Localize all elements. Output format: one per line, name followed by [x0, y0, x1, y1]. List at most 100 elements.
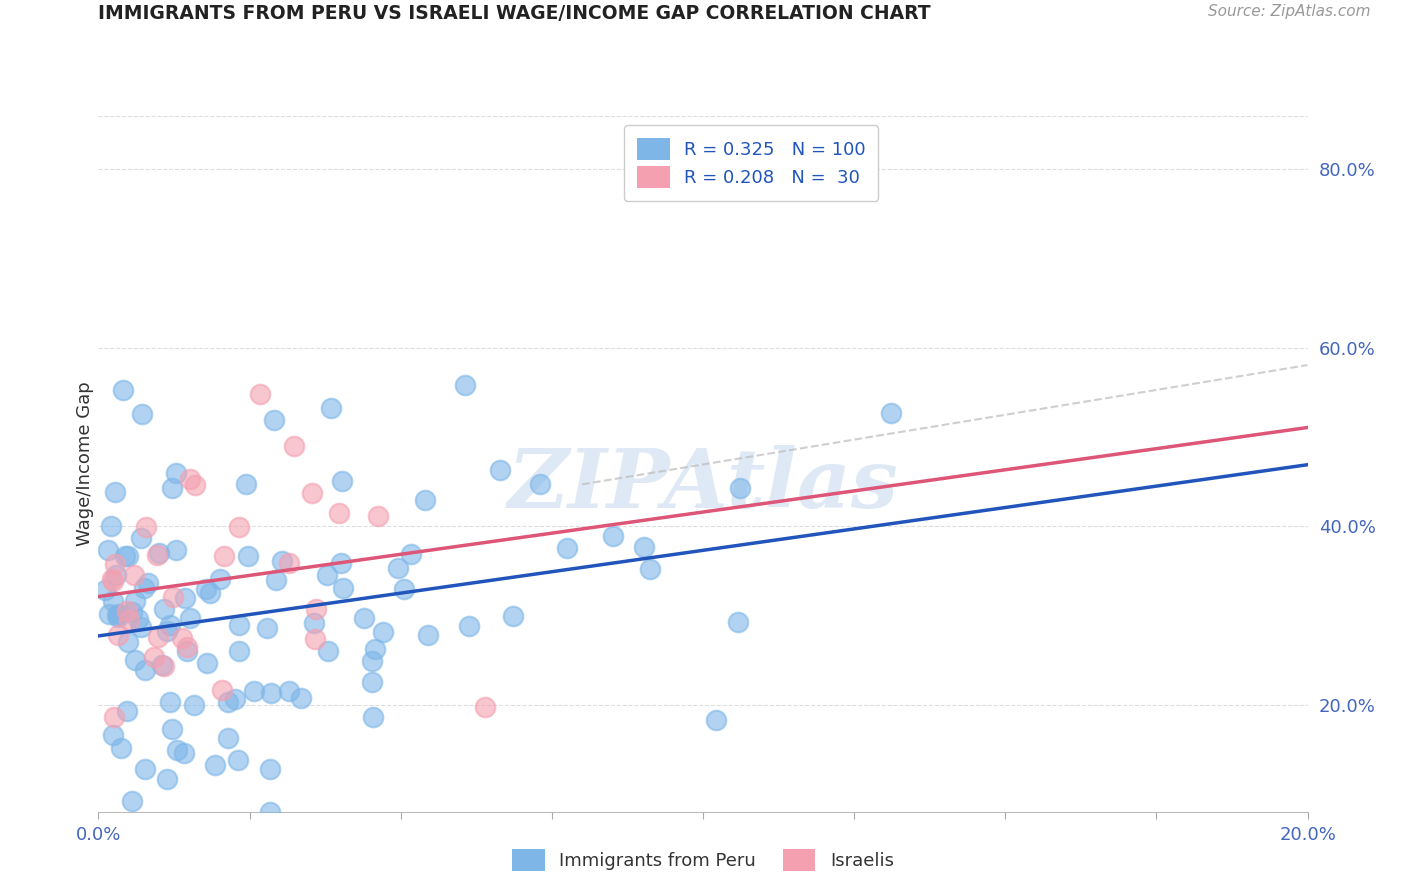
Point — [145, 548, 167, 562]
Point — [136, 576, 159, 591]
Point — [278, 557, 301, 571]
Point — [124, 653, 146, 667]
Point — [98, 607, 121, 622]
Point — [146, 630, 169, 644]
Point — [260, 686, 283, 700]
Point — [134, 663, 156, 677]
Point — [529, 476, 551, 491]
Point — [367, 509, 389, 524]
Point — [94, 583, 117, 598]
Point — [127, 612, 149, 626]
Point — [458, 619, 481, 633]
Point — [361, 654, 384, 668]
Point — [364, 641, 387, 656]
Point — [183, 698, 205, 713]
Point — [316, 568, 339, 582]
Point — [121, 605, 143, 619]
Point — [156, 624, 179, 638]
Point — [165, 543, 187, 558]
Point — [118, 613, 141, 627]
Text: Source: ZipAtlas.com: Source: ZipAtlas.com — [1208, 4, 1371, 20]
Point — [166, 743, 188, 757]
Point — [361, 710, 384, 724]
Point — [633, 541, 655, 555]
Legend: Immigrants from Peru, Israelis: Immigrants from Peru, Israelis — [505, 842, 901, 879]
Point — [290, 690, 312, 705]
Point — [131, 408, 153, 422]
Point — [211, 682, 233, 697]
Point — [270, 554, 292, 568]
Point — [330, 556, 353, 570]
Point — [117, 635, 139, 649]
Point — [132, 581, 155, 595]
Point — [399, 548, 422, 562]
Point — [330, 474, 353, 488]
Point — [226, 753, 249, 767]
Point — [301, 486, 323, 500]
Point — [387, 561, 409, 575]
Point — [373, 625, 395, 640]
Point — [217, 695, 239, 709]
Point — [704, 713, 727, 727]
Point — [176, 644, 198, 658]
Point — [198, 585, 221, 599]
Point — [153, 602, 176, 616]
Point — [121, 794, 143, 808]
Point — [160, 481, 183, 495]
Point — [256, 622, 278, 636]
Point — [249, 387, 271, 401]
Point — [194, 582, 217, 597]
Point — [129, 531, 152, 545]
Point — [115, 604, 138, 618]
Point — [489, 463, 512, 477]
Point — [184, 478, 207, 492]
Point — [259, 805, 281, 819]
Point — [283, 439, 305, 453]
Point — [134, 762, 156, 776]
Point — [204, 758, 226, 772]
Point — [159, 695, 181, 709]
Point — [135, 520, 157, 534]
Point — [353, 611, 375, 625]
Point — [879, 406, 901, 420]
Point — [110, 740, 132, 755]
Text: IMMIGRANTS FROM PERU VS ISRAELI WAGE/INCOME GAP CORRELATION CHART: IMMIGRANTS FROM PERU VS ISRAELI WAGE/INC… — [98, 4, 931, 23]
Point — [105, 567, 128, 582]
Point — [174, 591, 197, 606]
Point — [264, 574, 287, 588]
Point — [243, 684, 266, 698]
Point — [150, 657, 173, 672]
Point — [502, 609, 524, 624]
Legend: R = 0.325   N = 100, R = 0.208   N =  30: R = 0.325 N = 100, R = 0.208 N = 30 — [624, 125, 879, 201]
Point — [328, 506, 350, 520]
Point — [212, 549, 235, 564]
Point — [392, 582, 415, 596]
Point — [304, 632, 326, 646]
Point — [103, 574, 125, 588]
Point — [104, 557, 127, 571]
Point — [129, 619, 152, 633]
Point — [305, 601, 328, 615]
Point — [153, 659, 176, 673]
Point — [302, 615, 325, 630]
Point — [209, 572, 232, 586]
Point — [97, 543, 120, 558]
Point — [179, 611, 201, 625]
Point — [727, 615, 749, 629]
Point — [228, 519, 250, 533]
Point — [728, 481, 751, 495]
Point — [176, 640, 198, 654]
Point — [555, 541, 578, 555]
Point — [156, 772, 179, 787]
Point — [107, 628, 129, 642]
Point — [103, 709, 125, 723]
Point — [195, 657, 218, 671]
Point — [360, 675, 382, 690]
Y-axis label: Wage/Income Gap: Wage/Income Gap — [76, 382, 94, 546]
Point — [101, 728, 124, 742]
Point — [474, 700, 496, 714]
Point — [165, 466, 187, 480]
Point — [235, 476, 257, 491]
Point — [640, 562, 662, 576]
Point — [236, 549, 259, 564]
